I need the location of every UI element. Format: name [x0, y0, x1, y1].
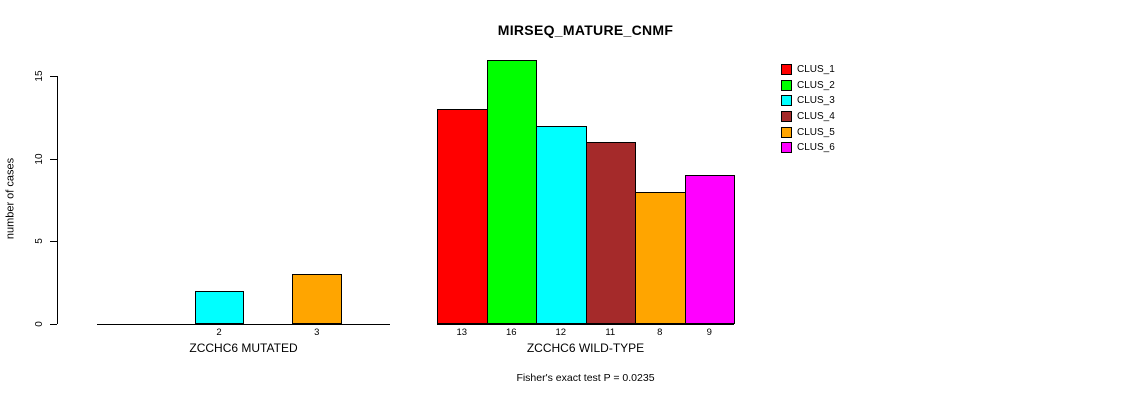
bar-value-label: 8 — [657, 327, 663, 338]
bar-clus_3 — [194, 290, 245, 325]
group-label-mutated: ZCCHC6 MUTATED — [189, 341, 298, 355]
legend-label: CLUS_6 — [797, 142, 835, 154]
legend-label: CLUS_2 — [797, 79, 835, 91]
bar-value-label: 3 — [314, 327, 320, 338]
y-axis-line — [57, 76, 58, 325]
legend-swatch-clus_6 — [781, 142, 792, 154]
footnote: Fisher's exact test P = 0.0235 — [516, 372, 655, 384]
y-axis-tick-label: 5 — [34, 238, 45, 244]
legend-item: CLUS_1 — [781, 62, 835, 78]
legend-item: CLUS_4 — [781, 109, 835, 125]
y-axis-tick — [50, 76, 57, 78]
bar-value-label: 11 — [605, 327, 616, 338]
bar-clus_4 — [585, 142, 636, 325]
y-axis-tick-label: 0 — [34, 320, 45, 327]
bar-clus_2 — [486, 59, 537, 325]
bar-value-label: 2 — [216, 327, 222, 338]
legend-item: CLUS_6 — [781, 140, 835, 156]
group-label-wild-type: ZCCHC6 WILD-TYPE — [526, 341, 645, 355]
bar-clus_1 — [437, 109, 488, 325]
bar-clus_3 — [536, 125, 587, 325]
legend-swatch-clus_2 — [781, 79, 792, 91]
bar-clus_6 — [684, 175, 735, 325]
y-axis-tick-label: 15 — [34, 70, 45, 82]
bar-clus_5 — [292, 274, 343, 325]
y-axis-label: number of cases — [4, 157, 17, 240]
legend-item: CLUS_2 — [781, 78, 835, 94]
bar-clus_5 — [635, 191, 686, 325]
legend-label: CLUS_3 — [797, 95, 835, 107]
y-axis-tick-label: 10 — [34, 153, 45, 165]
legend-label: CLUS_1 — [797, 64, 835, 76]
legend: CLUS_1 CLUS_2 CLUS_3 CLUS_4 CLUS_5 CLUS_6 — [781, 62, 835, 156]
legend-swatch-clus_3 — [781, 95, 792, 107]
bar-value-label: 12 — [555, 327, 567, 338]
bar-value-label: 16 — [505, 327, 517, 338]
legend-item: CLUS_5 — [781, 124, 835, 140]
legend-label: CLUS_5 — [797, 126, 835, 138]
y-axis-tick — [50, 158, 57, 160]
legend-item: CLUS_3 — [781, 93, 835, 109]
legend-label: CLUS_4 — [797, 111, 835, 123]
legend-swatch-clus_1 — [781, 64, 792, 76]
legend-swatch-clus_4 — [781, 111, 792, 123]
bar-value-label: 13 — [456, 327, 468, 338]
legend-swatch-clus_5 — [781, 126, 792, 138]
y-axis-tick — [50, 241, 57, 243]
chart-title: MIRSEQ_MATURE_CNMF — [497, 22, 674, 38]
y-axis-tick — [50, 323, 57, 325]
bar-value-label: 9 — [706, 327, 712, 338]
